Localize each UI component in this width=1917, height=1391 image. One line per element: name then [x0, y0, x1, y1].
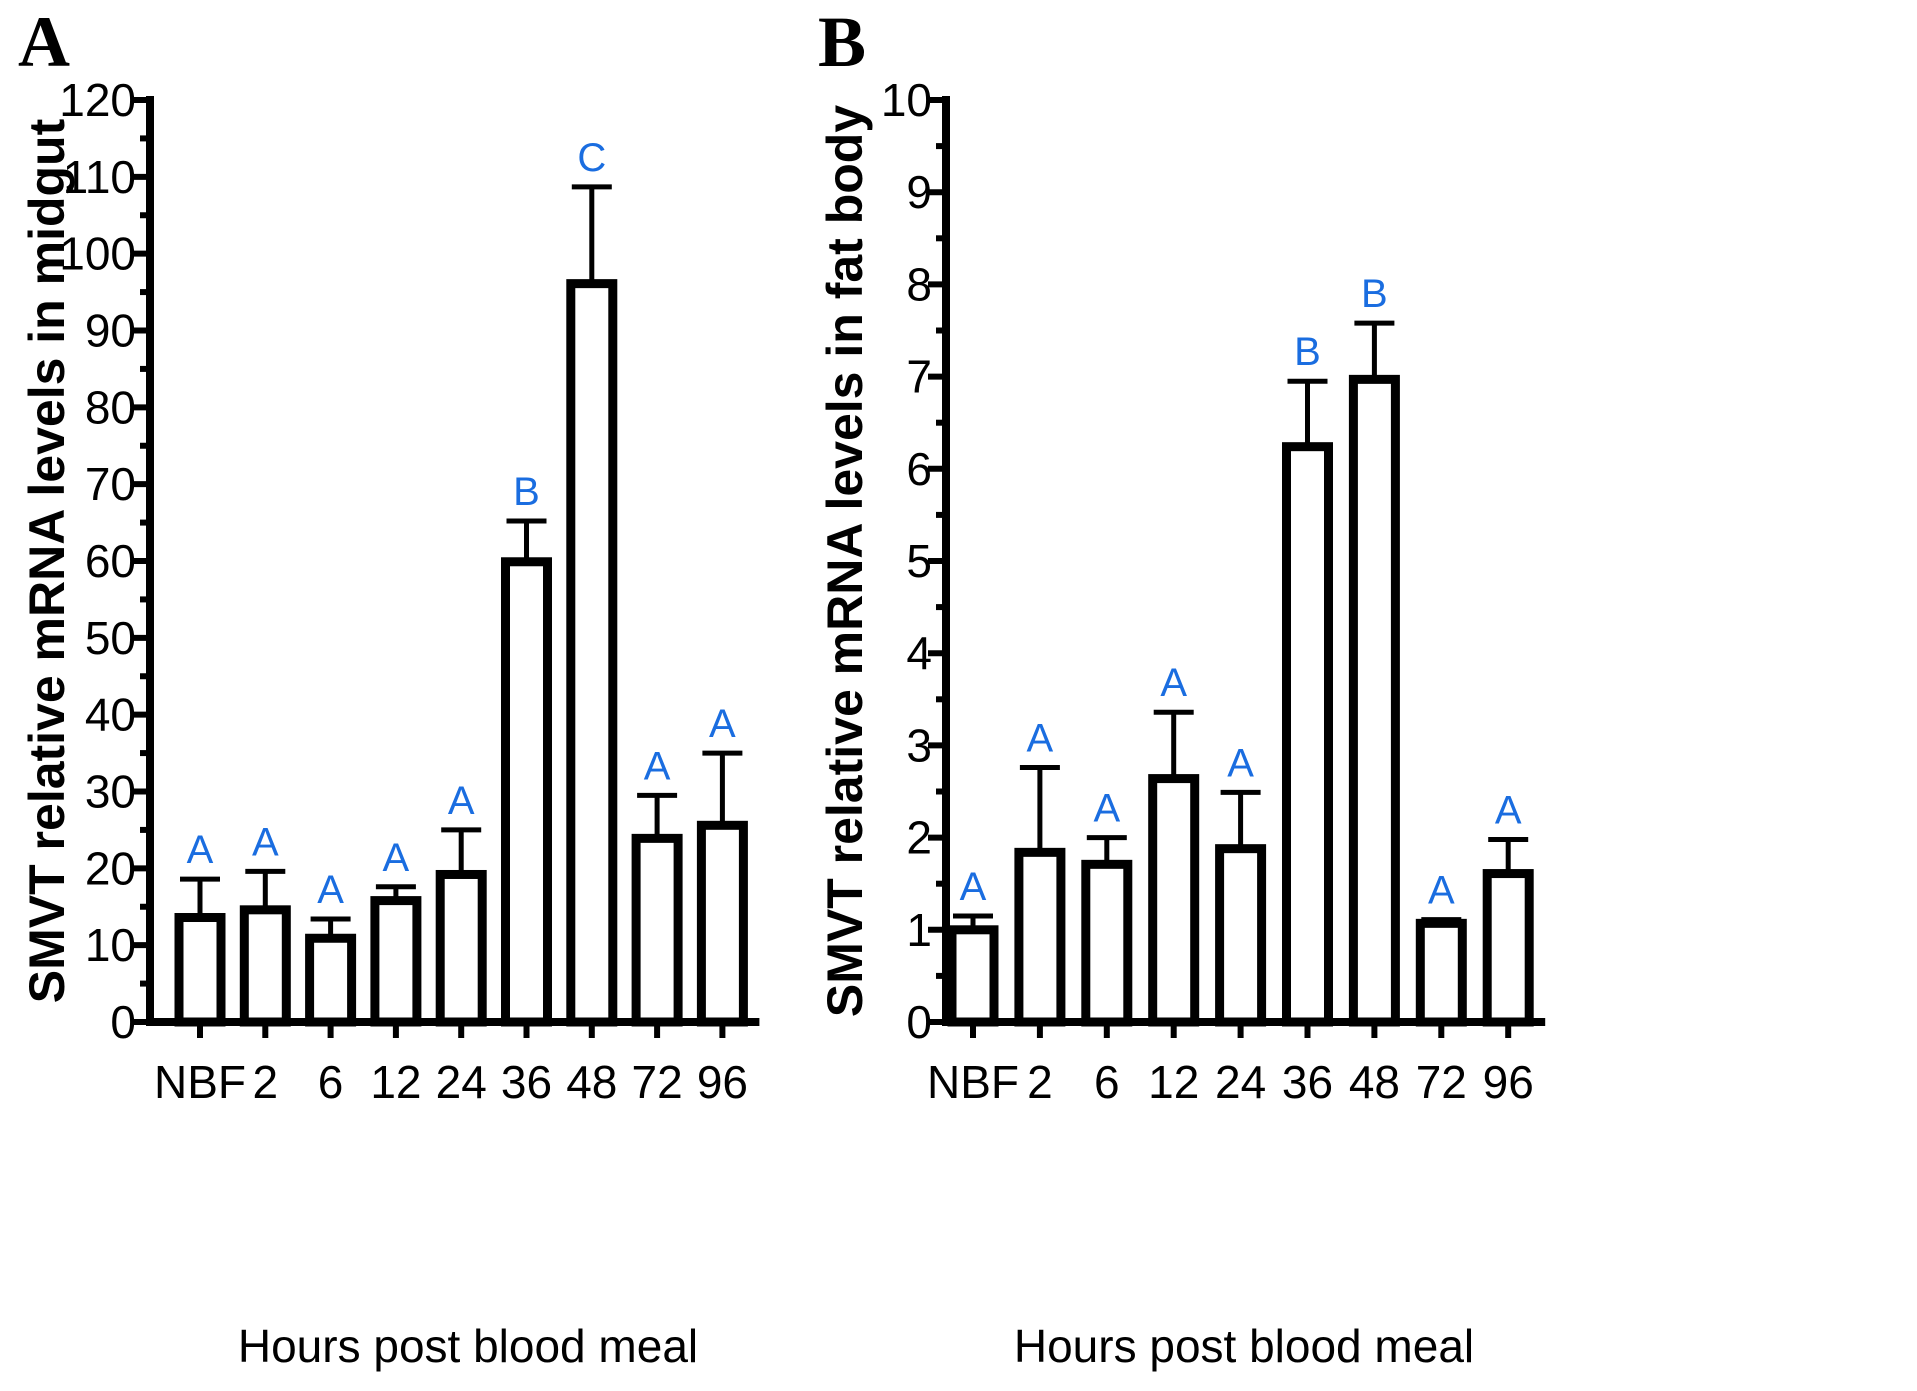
- x-tick-label: 96: [1483, 1056, 1534, 1108]
- y-tick-label: 6: [906, 443, 932, 495]
- y-tick-label: 70: [85, 458, 136, 510]
- significance-label: C: [577, 136, 606, 180]
- y-tick-label: 8: [906, 258, 932, 310]
- x-tick-label: NBF: [927, 1056, 1019, 1108]
- bar: [947, 925, 999, 1027]
- bar: [1348, 374, 1400, 1027]
- y-tick-label: 50: [85, 612, 136, 664]
- bar: [305, 933, 357, 1027]
- y-tick-label: 30: [85, 766, 136, 818]
- significance-label: A: [317, 868, 344, 912]
- y-tick-label: 10: [85, 919, 136, 971]
- bar: [631, 833, 683, 1027]
- bar: [1081, 859, 1133, 1027]
- x-tick-label: 12: [370, 1056, 421, 1108]
- significance-label: A: [1428, 869, 1455, 913]
- x-tick-label: 24: [436, 1056, 487, 1108]
- x-tick-label: 96: [697, 1056, 748, 1108]
- y-tick-label: 120: [59, 74, 136, 126]
- y-tick-label: 20: [85, 842, 136, 894]
- y-tick-label: 90: [85, 305, 136, 357]
- y-tick-label: 80: [85, 381, 136, 433]
- y-tick-label: 1: [906, 904, 932, 956]
- bar: [239, 905, 291, 1027]
- x-tick-label: 6: [1094, 1056, 1120, 1108]
- y-tick-label: 60: [85, 535, 136, 587]
- significance-label: A: [448, 779, 475, 823]
- panel-b: B012345678910ANBFA2A6A12A24B36B48A72A96H…: [817, 2, 1546, 1372]
- bar: [1282, 442, 1333, 1027]
- bar: [1014, 847, 1066, 1027]
- y-tick-label: 2: [906, 812, 932, 864]
- y-tick-label: 7: [906, 351, 932, 403]
- y-axis-title: SMVT relative mRNA levels in fat body: [817, 105, 873, 1017]
- bar: [501, 557, 552, 1027]
- bar: [1148, 774, 1200, 1027]
- significance-label: A: [709, 702, 736, 746]
- significance-label: A: [960, 865, 987, 909]
- y-tick-label: 100: [59, 228, 136, 280]
- x-tick-label: 24: [1215, 1056, 1266, 1108]
- significance-label: A: [252, 820, 279, 864]
- significance-label: A: [187, 828, 214, 872]
- x-tick-label: NBF: [154, 1056, 246, 1108]
- panel-letter: A: [18, 2, 70, 82]
- x-tick-label: 2: [253, 1056, 279, 1108]
- bar: [435, 869, 487, 1027]
- significance-label: A: [383, 836, 410, 880]
- x-axis-title: Hours post blood meal: [1014, 1320, 1474, 1372]
- significance-label: B: [513, 470, 540, 514]
- significance-label: A: [1495, 788, 1522, 832]
- bar: [370, 896, 422, 1027]
- x-tick-label: 36: [1282, 1056, 1333, 1108]
- y-tick-label: 9: [906, 166, 932, 218]
- bar: [174, 913, 226, 1027]
- x-tick-label: 2: [1027, 1056, 1053, 1108]
- significance-label: A: [1160, 661, 1187, 705]
- x-tick-label: 36: [501, 1056, 552, 1108]
- x-tick-label: 6: [318, 1056, 344, 1108]
- bar: [1482, 869, 1534, 1027]
- y-axis-title: SMVT relative mRNA levels in midgut: [19, 118, 75, 1003]
- x-tick-label: 72: [632, 1056, 683, 1108]
- x-tick-label: 48: [1349, 1056, 1400, 1108]
- x-tick-label: 12: [1148, 1056, 1199, 1108]
- significance-label: A: [1027, 717, 1054, 761]
- bar: [1215, 844, 1267, 1027]
- significance-label: B: [1294, 330, 1321, 374]
- significance-label: A: [644, 744, 671, 788]
- y-tick-label: 0: [110, 996, 136, 1048]
- y-tick-label: 0: [906, 996, 932, 1048]
- y-tick-label: 40: [85, 689, 136, 741]
- y-tick-label: 3: [906, 719, 932, 771]
- y-tick-label: 4: [906, 627, 932, 679]
- bar: [1415, 918, 1467, 1027]
- x-axis-title: Hours post blood meal: [238, 1320, 698, 1372]
- bar: [696, 820, 748, 1027]
- y-tick-label: 10: [881, 74, 932, 126]
- significance-label: A: [1227, 741, 1254, 785]
- y-tick-label: 110: [63, 151, 136, 203]
- panel-a: A0102030405060708090100110120ANBFA2A6A12…: [18, 2, 760, 1372]
- significance-label: A: [1093, 787, 1120, 831]
- y-tick-label: 5: [906, 535, 932, 587]
- bar: [566, 279, 618, 1027]
- x-tick-label: 72: [1416, 1056, 1467, 1108]
- significance-label: B: [1361, 272, 1388, 316]
- x-tick-label: 48: [566, 1056, 617, 1108]
- panel-letter: B: [818, 2, 866, 82]
